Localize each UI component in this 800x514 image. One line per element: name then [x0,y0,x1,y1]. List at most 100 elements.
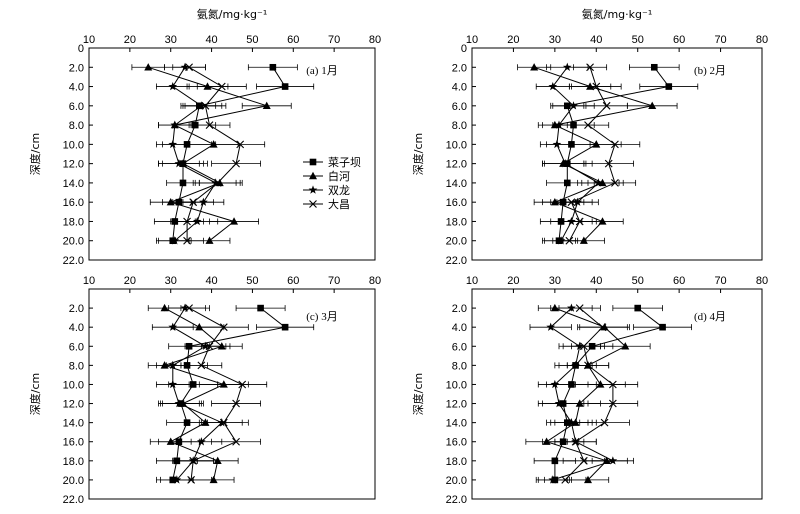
x-tick-label: 80 [369,275,381,287]
data-point [598,178,607,187]
panel-title: (b) 2月 [694,65,726,77]
data-point [659,323,666,331]
data-point [575,304,584,312]
x-tick-label: 80 [756,275,768,287]
x-tick-label: 20 [507,34,519,46]
data-point [205,236,214,244]
data-point [548,81,558,91]
series-line [172,307,287,481]
x-tick-label: 10 [466,34,478,46]
y-tick-label: 2.0 [69,303,84,315]
plot-frame [471,47,763,261]
y-tick-label: 8.0 [69,120,84,132]
y-tick-label: 16.0 [446,437,467,449]
data-point [168,322,178,331]
series-1 [539,63,699,245]
series-line [564,307,614,481]
data-point [232,159,240,168]
x-tick-label: 10 [83,275,95,287]
series-line [533,66,653,242]
panel-title: (a) 1月 [306,65,337,77]
y-tick-label: 16.0 [63,437,84,449]
data-point [567,418,576,427]
data-point [262,101,271,110]
data-point [550,379,560,389]
data-point [183,236,191,245]
x-tick-label: 10 [466,275,478,287]
data-point [180,303,190,312]
data-point [160,361,169,369]
data-point [600,418,609,427]
data-point [205,342,214,351]
legend-label: 双龙 [328,184,350,197]
data-point [168,81,178,91]
series-4 [168,304,268,484]
data-point [592,82,601,91]
panel-title: (d) 4月 [694,311,726,323]
x-tick-label: 50 [632,34,644,46]
data-point [232,437,240,446]
y-tick-label: 20.0 [446,475,467,487]
data-point [168,139,178,149]
data-point [144,63,153,71]
data-point [257,304,264,312]
x-tick-label: 20 [124,34,136,46]
x-tick-label: 80 [756,34,768,46]
data-point [556,236,566,245]
x-tick-label: 40 [590,34,602,46]
data-point [598,323,607,332]
data-point [598,217,607,225]
plot-frame [88,47,376,261]
x-tick-label: 20 [507,275,519,287]
x-tick-label: 40 [205,275,217,287]
y-tick-label: 0 [78,43,84,55]
data-point [211,178,221,187]
series-line [148,66,269,242]
data-point [604,159,613,168]
y-tick-label: 12.0 [446,399,467,411]
series-line [568,67,616,241]
y-tick-label: 14.0 [446,418,467,430]
data-point [201,101,210,110]
series-line [162,307,226,481]
data-point [281,323,289,331]
series-4 [550,63,641,245]
data-point [665,83,673,90]
data-point [554,398,564,408]
data-point [575,341,585,350]
data-point [236,140,245,149]
y-tick-label: 20.0 [63,475,84,487]
y-tick-label: 18.0 [446,216,467,228]
data-point [650,63,658,71]
data-point [600,322,609,331]
data-point [579,456,588,465]
y-tick-label: 10.0 [446,379,467,391]
x-tick-label: 60 [673,275,685,287]
data-point [567,198,576,207]
data-point [550,303,559,312]
series-2 [517,63,678,244]
data-point [571,418,580,426]
data-point [593,178,603,187]
x-tick-label: 70 [328,34,340,46]
data-point [174,398,184,408]
y-tick-label: 18.0 [446,456,467,468]
legend-label: 白河 [328,169,350,183]
data-point [561,476,570,484]
data-point [586,63,594,72]
data-point [196,437,206,446]
data-point [180,62,190,71]
panel-4: 10 20 30 40 50 60 70 80 2.0 4.0 6.0 8.0 10.0 12.0 14.0… [411,275,768,506]
panel-2: 10 20 30 40 50 60 70 80 0 2.0 4.0 6.0 8.0 10.0 12.0 14.… [411,7,768,267]
data-point [569,101,578,110]
y-tick-label: 10.0 [63,139,84,151]
series-2 [147,303,249,484]
x-axis-title: 氨氮/mg·kg⁻¹ [582,7,652,21]
y-tick-label: 6.0 [69,101,84,113]
y-tick-label: 14.0 [63,178,84,190]
data-point [189,198,198,207]
legend-label: 大昌 [328,197,350,211]
series-line [552,66,600,241]
data-point [592,140,601,148]
data-point [213,456,222,465]
